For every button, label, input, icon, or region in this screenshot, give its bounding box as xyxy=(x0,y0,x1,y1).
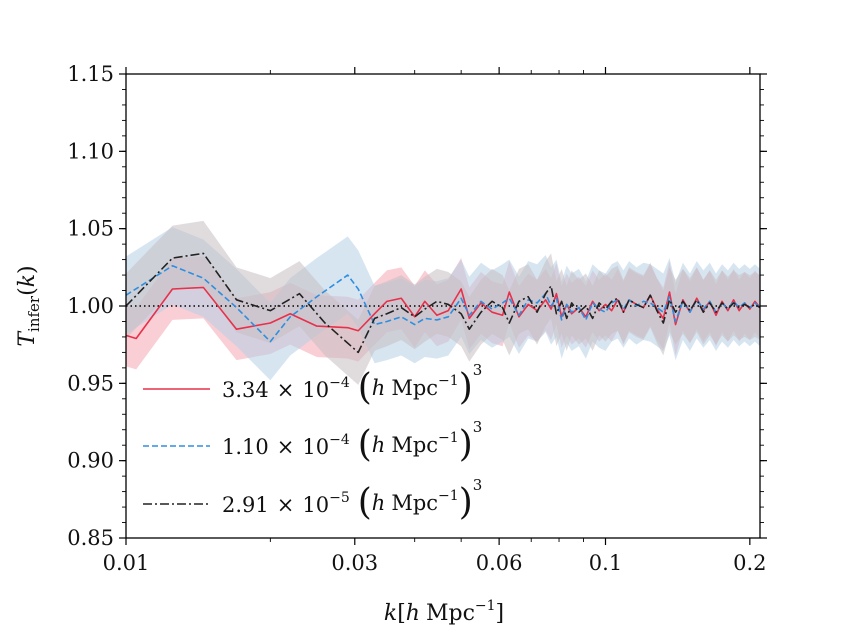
x-tick-label: 0.06 xyxy=(476,551,523,575)
x-axis-label: k[h Mpc−1] xyxy=(384,598,504,626)
series-lines xyxy=(126,252,760,354)
y-tick-label: 1.00 xyxy=(67,294,114,318)
x-tick-label: 0.2 xyxy=(733,551,766,575)
series-1-line xyxy=(126,264,760,343)
x-tick-label: 0.03 xyxy=(331,551,378,575)
legend-label-1: 1.10 × 10−4 (h Mpc−1)3 xyxy=(222,418,482,465)
y-tick-label: 1.10 xyxy=(67,139,114,163)
x-tick-label: 0.1 xyxy=(589,551,622,575)
legend-label-0: 3.34 × 10−4 (h Mpc−1)3 xyxy=(222,361,482,408)
axis-ticks xyxy=(119,67,767,545)
y-axis-label: Tinfer(k) xyxy=(15,265,43,346)
x-tick-label: 0.01 xyxy=(103,551,150,575)
legend: 3.34 × 10−4 (h Mpc−1)3 1.10 × 10−4 (h Mpc−1)3 2.… xyxy=(143,361,482,523)
y-tick-label: 1.05 xyxy=(67,217,114,241)
y-tick-label: 0.95 xyxy=(67,371,114,395)
y-tick-label: 1.15 xyxy=(67,62,114,86)
legend-label-2: 2.91 × 10−5 (h Mpc−1)3 xyxy=(222,476,482,523)
y-tick-label: 0.90 xyxy=(67,449,114,473)
series-2-band xyxy=(126,220,760,385)
tick-labels: 0.85 0.90 0.95 1.00 1.05 1.10 1.15 0.01 0.03 0.06… xyxy=(67,62,766,575)
y-tick-label: 0.85 xyxy=(67,526,114,550)
